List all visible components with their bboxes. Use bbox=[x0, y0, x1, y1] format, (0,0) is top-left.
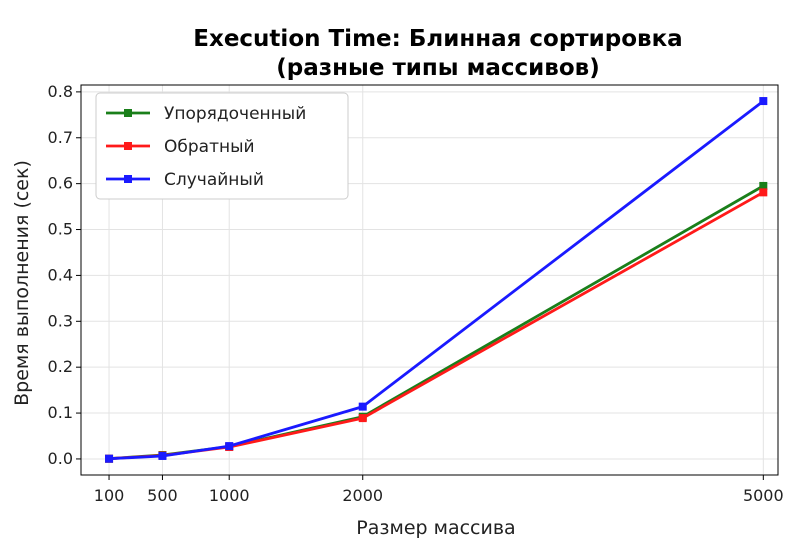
series-3-point bbox=[105, 454, 114, 463]
series-line-1 bbox=[108, 184, 764, 461]
series-3-point bbox=[225, 442, 234, 451]
legend: Упорядоченный Обратный Случайный bbox=[95, 92, 349, 200]
series-3-point bbox=[158, 451, 167, 460]
legend-marker-1 bbox=[124, 109, 132, 117]
y-tick-label: 0.2 bbox=[48, 357, 73, 376]
legend-label-2: Обратный bbox=[164, 137, 255, 157]
y-tick-label: 0.5 bbox=[48, 220, 73, 239]
chart-title-line-2: (разные типы массивов) bbox=[276, 55, 599, 81]
x-tick-label: 100 bbox=[94, 486, 125, 505]
legend-marker-3 bbox=[124, 175, 132, 183]
legend-label-3: Случайный bbox=[164, 170, 264, 190]
legend-box bbox=[95, 92, 349, 200]
x-tick-label: 500 bbox=[147, 486, 178, 505]
series-group bbox=[105, 97, 768, 463]
legend-label-1: Упорядоченный bbox=[164, 104, 306, 124]
x-tick-label: 1000 bbox=[209, 486, 250, 505]
y-tick-label: 0.8 bbox=[48, 82, 73, 101]
plot-frame bbox=[80, 84, 779, 476]
y-tick-label: 0.0 bbox=[48, 449, 73, 468]
series-2-point bbox=[358, 414, 367, 423]
y-tick-label: 0.4 bbox=[48, 265, 73, 284]
x-tick-label: 2000 bbox=[342, 486, 383, 505]
series-line-2 bbox=[108, 191, 764, 461]
series-3-point bbox=[759, 97, 768, 106]
x-tick-label: 5000 bbox=[743, 486, 784, 505]
series-2-point bbox=[759, 188, 768, 197]
y-tick-label: 0.1 bbox=[48, 403, 73, 422]
legend-marker-2 bbox=[124, 142, 132, 150]
chart-title-line-1: Execution Time: Блинная сортировка bbox=[193, 26, 682, 52]
y-tick-label: 0.3 bbox=[48, 311, 73, 330]
y-tick-label: 0.7 bbox=[48, 128, 73, 147]
y-axis-label: Время выполнения (сек) bbox=[11, 160, 33, 406]
series-3-point bbox=[358, 402, 367, 411]
series-1-point bbox=[759, 181, 768, 190]
y-tick-label: 0.6 bbox=[48, 174, 73, 193]
axis-ticks: 100 500 1000 2000 5000 0.0 0.1 0.2 0.3 0.4 0.5 0.6 0… bbox=[48, 82, 784, 505]
x-axis-label: Размер массива bbox=[356, 517, 515, 539]
